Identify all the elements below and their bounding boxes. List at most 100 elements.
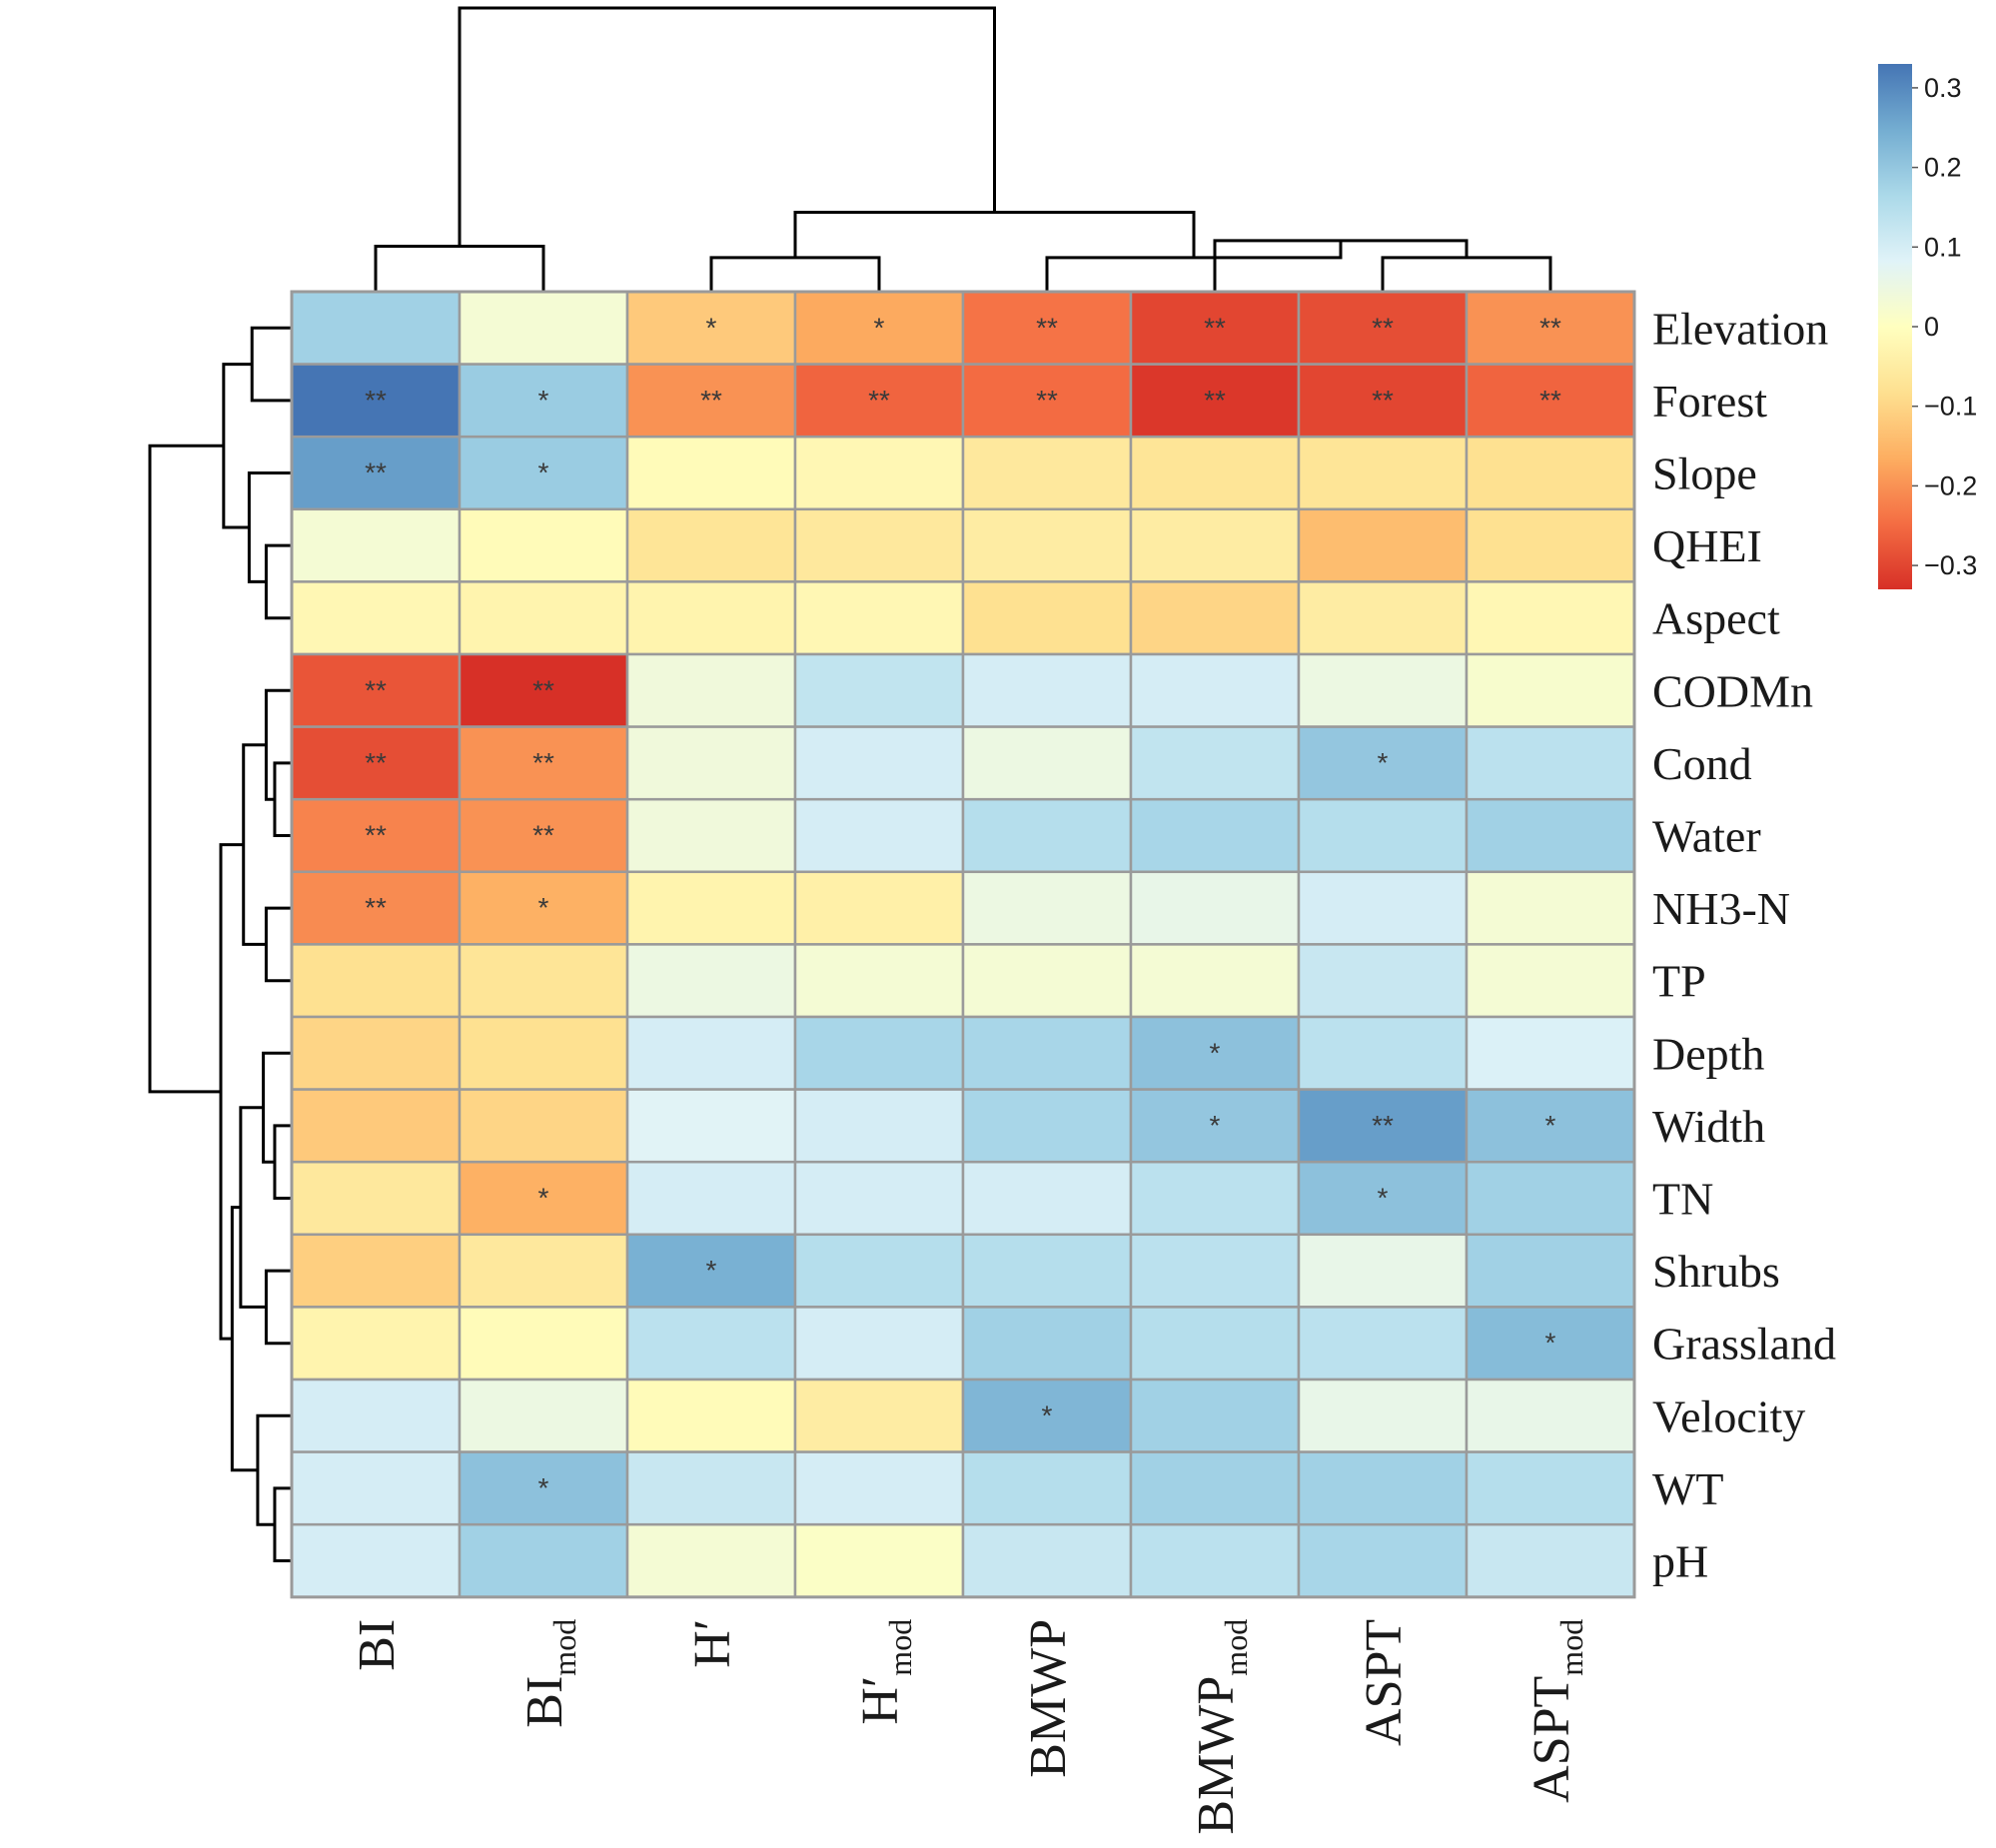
column-label: H′ — [684, 1619, 741, 1668]
column-dendrogram-link — [709, 256, 881, 292]
row-dendrogram-link — [250, 326, 292, 403]
heatmap-cell — [793, 1522, 965, 1599]
heatmap-cell — [1465, 580, 1636, 656]
heatmap-cell — [1297, 1522, 1469, 1599]
heatmap-cell — [1129, 652, 1301, 728]
row-dendrogram-link — [262, 1051, 292, 1164]
heatmap-cell — [1297, 1160, 1469, 1237]
heatmap-cell — [1465, 363, 1636, 439]
heatmap-cell — [290, 1233, 462, 1309]
heatmap-cell — [793, 435, 965, 511]
row-dendrogram-link — [273, 1124, 292, 1200]
row-label: Slope — [1652, 449, 1757, 499]
significance-marker: * — [538, 458, 549, 488]
row-label: Aspect — [1652, 593, 1780, 644]
heatmap-cell — [458, 1378, 629, 1453]
heatmap-cell — [1297, 652, 1469, 728]
heatmap-cell — [1465, 870, 1636, 946]
heatmap-cell — [1129, 1088, 1301, 1164]
heatmap-cell — [1297, 1233, 1469, 1309]
heatmap-cell — [625, 652, 797, 728]
heatmap-cell — [625, 870, 797, 946]
column-label-main: ASPT — [1523, 1676, 1580, 1803]
heatmap-cell — [1129, 1378, 1301, 1453]
heatmap-cell — [458, 580, 629, 656]
row-dendrogram-link — [264, 688, 292, 801]
significance-marker: * — [1378, 747, 1389, 778]
significance-marker: * — [1545, 1110, 1556, 1141]
significance-marker: ** — [1204, 385, 1226, 416]
column-label: H′mod — [852, 1619, 918, 1725]
column-label-main: BI — [349, 1619, 406, 1671]
heatmap-cell — [625, 1015, 797, 1091]
heatmap-cell — [625, 1160, 797, 1237]
row-dendrogram-link — [242, 743, 267, 946]
column-label: BMWP — [1020, 1619, 1077, 1778]
heatmap-cell — [458, 1522, 629, 1599]
significance-marker: ** — [1372, 312, 1394, 343]
heatmap-cell — [961, 1450, 1133, 1526]
heatmap-cell — [793, 943, 965, 1019]
row-label: pH — [1652, 1536, 1708, 1587]
colorbar-legend: 0.3 0.2 0.1 0 −0.1 −0.2 −0.3 — [1878, 64, 1977, 589]
row-dendrogram-link — [264, 1269, 292, 1346]
heatmap-cell — [458, 797, 629, 874]
column-label: BMWPmod — [1188, 1619, 1254, 1835]
row-dendrogram-link — [230, 1206, 258, 1472]
heatmap-cell — [1465, 1233, 1636, 1309]
row-label: TP — [1652, 956, 1706, 1007]
heatmap-cell — [625, 797, 797, 874]
heatmap-cell — [961, 1233, 1133, 1309]
colorbar-tick-label: 0.2 — [1924, 153, 1962, 183]
significance-marker: ** — [365, 385, 387, 416]
heatmap-cell — [961, 1306, 1133, 1382]
heatmap-cell — [961, 435, 1133, 511]
heatmap-cell — [1297, 507, 1469, 583]
heatmap-cell — [625, 1233, 797, 1309]
heatmap-cell — [1129, 507, 1301, 583]
heatmap-cell — [961, 363, 1133, 439]
colorbar-tick-label: −0.2 — [1924, 470, 1977, 500]
row-label: Velocity — [1652, 1390, 1805, 1441]
column-dendrogram-link — [793, 210, 1196, 258]
heatmap-cell — [290, 1306, 462, 1382]
heatmap-cell — [1129, 1233, 1301, 1309]
heatmap-cell — [961, 1522, 1133, 1599]
row-label: CODMn — [1652, 665, 1813, 716]
heatmap-cell — [1465, 1015, 1636, 1091]
heatmap-cell — [1297, 1378, 1469, 1453]
row-label: Depth — [1652, 1028, 1764, 1079]
column-label-subscript: mod — [1553, 1619, 1589, 1676]
heatmap-cell — [625, 725, 797, 801]
heatmap-cell — [1129, 1450, 1301, 1526]
heatmap-cell — [1129, 1160, 1301, 1237]
row-dendrogram-link — [247, 471, 292, 583]
heatmap-cell — [1465, 1378, 1636, 1453]
heatmap-cell — [458, 1450, 629, 1526]
column-label-main: H′ — [684, 1619, 741, 1668]
significance-marker: * — [1210, 1037, 1221, 1068]
column-label-main: BI — [516, 1676, 573, 1728]
heatmap-cell — [625, 1306, 797, 1382]
column-label-main: BMWP — [1020, 1619, 1077, 1778]
heatmap-cell — [1297, 290, 1469, 366]
heatmap-cell — [290, 1015, 462, 1091]
heatmap-cell — [793, 797, 965, 874]
heatmap-cell — [625, 943, 797, 1019]
heatmap-cell — [961, 1015, 1133, 1091]
heatmap-cell — [793, 1306, 965, 1382]
heatmap-cell — [1465, 1450, 1636, 1526]
heatmap-cell — [793, 1378, 965, 1453]
heatmap-cell — [1465, 943, 1636, 1019]
significance-marker: * — [1378, 1183, 1389, 1214]
heatmap-cell — [1465, 435, 1636, 511]
heatmap-cell — [625, 1088, 797, 1164]
column-label-subscript: mod — [546, 1619, 582, 1676]
heatmap-cell — [793, 507, 965, 583]
heatmap-cell — [290, 580, 462, 656]
heatmap-cell — [1129, 870, 1301, 946]
heatmap-cell — [625, 580, 797, 656]
column-label: BImod — [516, 1619, 582, 1728]
row-dendrogram-link — [273, 1486, 292, 1562]
